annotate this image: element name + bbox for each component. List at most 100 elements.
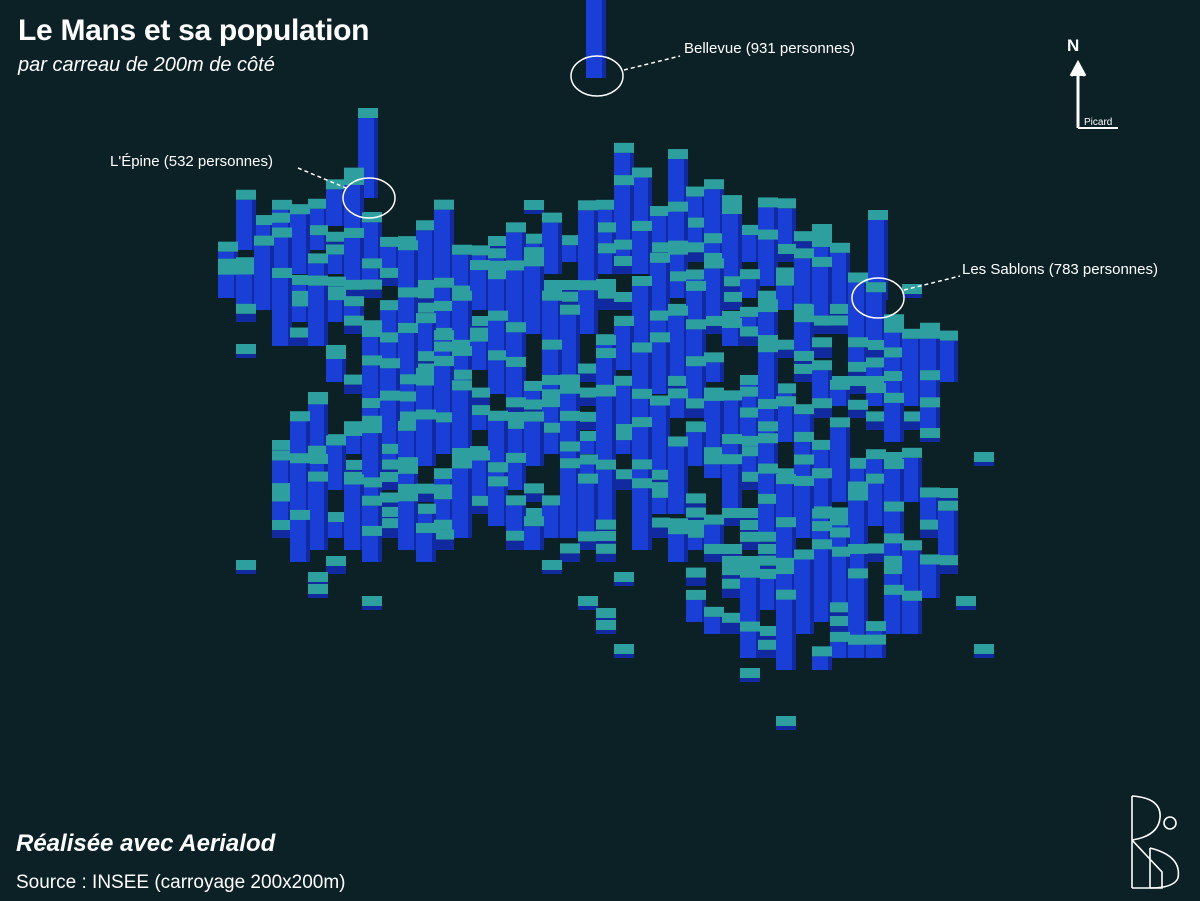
population-block [362, 212, 382, 262]
bd-monogram-logo [1131, 795, 1180, 889]
population-block [254, 235, 274, 310]
population-block [290, 204, 310, 274]
population-block [776, 275, 796, 310]
population-block [812, 539, 832, 622]
population-block [740, 621, 760, 658]
population-block [470, 260, 490, 310]
population-block [308, 584, 328, 598]
population-block [830, 379, 850, 406]
population-block [236, 264, 256, 310]
population-block [938, 488, 958, 502]
population-block [596, 288, 616, 310]
population-block [902, 447, 922, 502]
population-block [704, 390, 724, 454]
population-block [434, 412, 454, 454]
population-block [632, 220, 652, 274]
population-block [686, 242, 706, 262]
population-block [650, 395, 670, 478]
population-block [848, 568, 868, 646]
author-label: Picard [1084, 117, 1113, 128]
population-block [506, 452, 526, 491]
population-block [830, 315, 850, 334]
population-tiles [218, 0, 994, 730]
population-block [632, 478, 652, 550]
population-block [506, 418, 526, 454]
population-block [272, 267, 292, 346]
population-block [740, 326, 760, 346]
population-block [416, 523, 436, 562]
callout-les-sablons: Les Sablons (783 personnes) [962, 261, 1158, 278]
population-block [560, 235, 580, 262]
population-block [416, 220, 436, 286]
population-block [866, 339, 886, 358]
population-block [848, 634, 868, 658]
population-block [686, 398, 706, 418]
population-block [614, 469, 634, 490]
bellevue-marker [570, 55, 624, 97]
population-block [586, 0, 606, 78]
population-block [596, 620, 616, 634]
population-block [740, 224, 760, 262]
population-block [974, 644, 994, 658]
population-block [236, 303, 256, 322]
population-block [920, 428, 940, 442]
population-block [740, 668, 760, 682]
population-block [794, 549, 814, 634]
north-label: N [1067, 36, 1080, 55]
population-block [236, 344, 256, 358]
population-block [794, 475, 814, 538]
population-block [578, 387, 598, 406]
population-block [578, 596, 598, 610]
population-block [776, 198, 796, 250]
population-block [308, 275, 328, 346]
population-block [542, 560, 562, 574]
population-block [470, 387, 490, 406]
population-block [362, 525, 382, 562]
population-block [686, 589, 706, 622]
population-block [272, 519, 292, 538]
population-block [650, 332, 670, 394]
population-block [884, 371, 904, 394]
population-block [866, 473, 886, 526]
population-block [326, 244, 346, 274]
north-arrow-icon [1069, 59, 1118, 129]
population-block [868, 210, 888, 300]
population-block [686, 527, 706, 550]
population-block [902, 540, 922, 598]
population-block [704, 543, 724, 562]
population-block [758, 493, 778, 538]
population-block [308, 225, 328, 250]
population-block [308, 471, 328, 550]
population-block [812, 337, 832, 358]
population-block [614, 644, 634, 658]
population-block [344, 374, 364, 394]
population-block [326, 555, 346, 574]
population-block [812, 315, 832, 334]
population-block [758, 229, 778, 286]
population-block [614, 430, 634, 454]
population-block [578, 430, 598, 454]
population-block [794, 363, 814, 382]
population-block [938, 555, 958, 574]
population-block [920, 397, 940, 430]
population-block [344, 425, 364, 454]
population-block [380, 471, 400, 490]
population-block [578, 200, 598, 286]
map-title: Le Mans et sa population [18, 14, 370, 47]
population-block [290, 327, 310, 346]
population-block [524, 411, 544, 466]
population-block [614, 255, 634, 274]
population-block [776, 339, 796, 358]
population-block [560, 543, 580, 562]
population-block [776, 396, 796, 442]
population-block [542, 212, 562, 274]
population-block [794, 231, 814, 250]
population-block [668, 388, 688, 418]
population-block [452, 458, 472, 538]
population-block [326, 290, 346, 322]
population-block [542, 422, 562, 454]
population-block [704, 454, 724, 478]
population-block [308, 198, 328, 226]
population-block [650, 487, 670, 514]
population-block [506, 530, 526, 550]
